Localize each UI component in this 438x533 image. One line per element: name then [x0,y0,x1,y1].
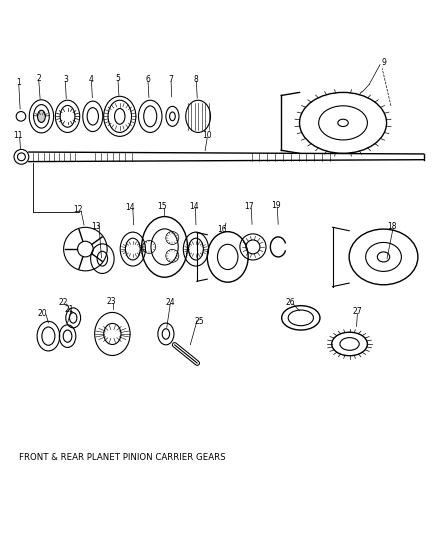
Text: 3: 3 [63,75,68,84]
Text: 5: 5 [116,74,120,83]
Text: 19: 19 [271,201,280,210]
Text: 12: 12 [73,205,82,214]
Ellipse shape [338,119,348,126]
Text: 20: 20 [38,309,48,318]
Text: 18: 18 [388,222,397,231]
Ellipse shape [377,252,390,262]
Text: 14: 14 [189,202,198,211]
Text: 11: 11 [13,132,23,140]
Text: 21: 21 [65,305,74,313]
Text: 25: 25 [194,317,204,326]
Text: 24: 24 [166,298,175,306]
Ellipse shape [38,110,46,123]
Text: 8: 8 [194,75,199,84]
Text: 10: 10 [202,132,212,140]
Text: FRONT & REAR PLANET PINION CARRIER GEARS: FRONT & REAR PLANET PINION CARRIER GEARS [19,454,226,463]
Text: 22: 22 [59,298,68,306]
Text: 9: 9 [381,58,386,67]
Ellipse shape [170,112,175,120]
Text: 26: 26 [286,298,295,306]
Text: 4: 4 [89,75,94,84]
Text: 1: 1 [16,78,21,87]
Text: 16: 16 [217,225,227,235]
Text: 17: 17 [244,202,254,211]
Text: 14: 14 [125,203,134,212]
Text: 2: 2 [36,75,41,84]
Text: 6: 6 [145,75,151,84]
Text: 27: 27 [353,307,362,316]
Text: 23: 23 [106,297,116,306]
Text: 15: 15 [158,202,167,211]
Text: 7: 7 [169,75,173,84]
Text: 13: 13 [92,222,101,231]
